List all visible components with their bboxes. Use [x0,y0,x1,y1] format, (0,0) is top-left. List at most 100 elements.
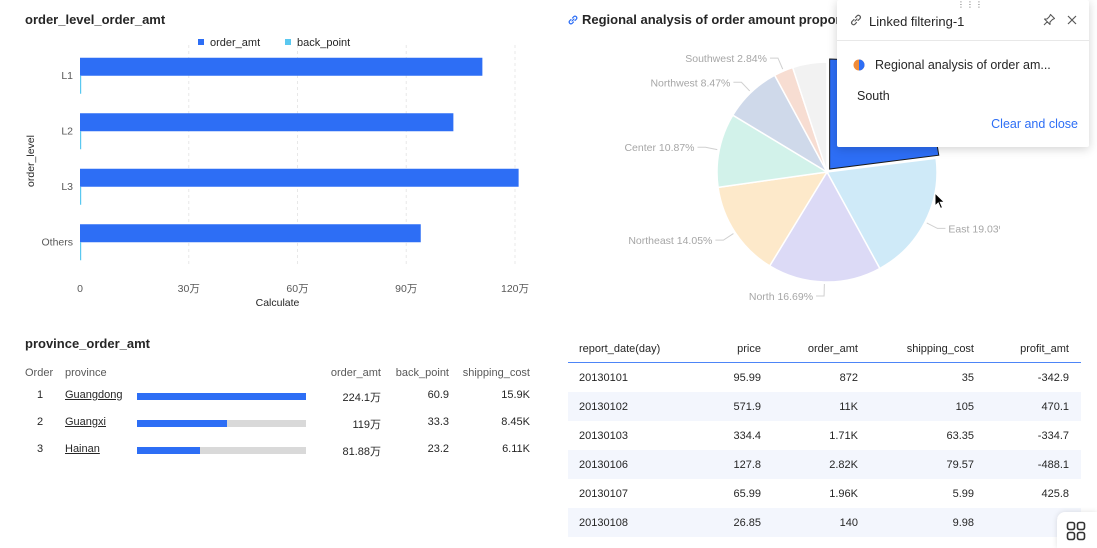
bar-order-amt[interactable] [80,57,483,76]
table-cell: 11K [839,401,858,413]
bar-chart-title: order_level_order_amt [25,12,166,27]
province-shipping-cost: 8.45K [501,416,530,428]
province-order-amt: 119万 [352,419,381,431]
header-profit-amt[interactable]: profit_amt [1020,343,1069,355]
table-cell: 105 [955,401,974,413]
y-axis-label: order_level [25,135,37,187]
province-name-link[interactable]: Guangdong [65,389,123,401]
y-tick-label: L1 [61,70,73,82]
header-shipping-cost[interactable]: shipping_cost [906,343,974,355]
pie-label-line [715,233,734,241]
legend-label[interactable]: back_point [297,37,350,49]
pie-label: Center 10.87% [624,142,694,154]
bar-chart[interactable]: 0 30万 60万 90万 120万 order_amt back_point L1 L2 L3 O… [0,30,545,315]
table-cell: 20130107 [579,488,628,500]
filter-source-chart: Regional analysis of order am... [875,58,1051,72]
province-order: 2 [37,416,44,428]
table-cell: 2.82K [829,459,858,471]
pie-slice-east[interactable] [825,157,938,270]
table-cell: 63.35 [946,430,974,442]
table-cell: 20130108 [579,517,628,529]
pin-icon[interactable] [1042,13,1056,27]
province-header-shipping-cost: shipping_cost [462,367,530,379]
table-cell: 470.1 [1041,401,1069,413]
province-row: 3 Hainan 81.88万 23.2 6.11K [0,440,540,460]
table-cell: 425.8 [1041,488,1069,500]
table-cell: 9.98 [952,517,974,529]
table-cell: 26.85 [733,517,761,529]
province-bar-fill [137,447,200,454]
bar-back-point[interactable] [80,186,82,205]
table-row[interactable]: 20130106 127.8 2.82K 79.57 -488.1 [568,450,1081,479]
header-order-amt[interactable]: order_amt [807,343,858,355]
pie-label-line [697,146,718,151]
pie-label: Northwest 8.47% [650,77,730,89]
table-row[interactable]: 20130101 95.99 872 35 -342.9 [568,363,1081,392]
legend-marker [285,39,291,45]
header-price[interactable]: price [737,343,761,355]
pie-slice-northeast[interactable] [717,171,829,267]
pie-label-line [769,57,784,70]
pie-slice-other[interactable] [791,61,828,173]
bar-back-point[interactable] [80,131,82,150]
table-cell: 140 [839,517,858,529]
table-cell: 872 [839,372,858,384]
pie-label: Southwest 2.84% [685,53,767,65]
link-chain-icon [568,15,578,25]
province-bar-fill [137,393,306,400]
header-report-date[interactable]: report_date(day) [579,343,661,355]
y-tick-label: L2 [61,125,73,137]
close-icon[interactable] [1065,13,1079,27]
popup-divider [837,40,1089,41]
table-cell: 1.96K [829,488,858,500]
table-row[interactable]: 20130103 334.4 1.71K 63.35 -334.7 [568,421,1081,450]
province-bar-fill [137,420,227,427]
y-tick-label: L3 [61,181,73,193]
table-cell: 127.8 [733,459,761,471]
province-order-amt: 224.1万 [342,392,381,404]
bar-order-amt[interactable] [80,224,421,243]
table-row[interactable]: 20130107 65.99 1.96K 5.99 425.8 [568,479,1081,508]
table-cell: 20130101 [579,372,628,384]
x-tick-label: 30万 [178,283,200,295]
bar-back-point[interactable] [80,75,82,94]
drag-handle-icon[interactable]: ⋮⋮⋮ [957,0,984,9]
bar-back-point[interactable] [80,242,82,261]
grid-menu-button[interactable] [1057,512,1097,548]
province-table-title: province_order_amt [25,336,150,351]
province-bar-track [137,447,306,454]
pie-slice-center[interactable] [716,114,830,189]
bar-order-amt[interactable] [80,168,519,187]
link-icon [851,14,861,26]
table-cell: 35 [961,372,974,384]
filter-value: South [857,89,890,103]
province-row: 2 Guangxi 119万 33.3 8.45K [0,413,540,433]
province-order: 1 [37,389,44,401]
province-order: 3 [37,443,44,455]
clear-and-close-link[interactable]: Clear and close [991,117,1078,131]
x-tick-label: 0 [77,283,83,295]
province-header-province: province [65,367,107,379]
province-back-point: 60.9 [427,389,449,401]
legend-marker [198,39,204,45]
table-row[interactable]: 20130102 571.9 11K 105 470.1 [568,392,1081,421]
pie-label: East 19.03% [948,223,1000,235]
pie-slice-north[interactable] [768,170,881,283]
linked-filtering-popup: ⋮⋮⋮ Linked filtering-1 Regional analysis… [837,0,1089,147]
province-name-link[interactable]: Guangxi [65,416,106,428]
y-tick-label: Others [41,236,73,248]
pie-label: Northeast 14.05% [628,235,712,247]
table-cell: 65.99 [733,488,761,500]
pie-chart-title: Regional analysis of order amount propor [582,12,840,27]
province-row: 1 Guangdong 224.1万 60.9 15.9K [0,386,540,406]
pie-chart-icon [853,59,865,71]
mouse-cursor-icon [934,192,946,210]
table-cell: 95.99 [733,372,761,384]
legend-label[interactable]: order_amt [210,37,260,49]
province-name-link[interactable]: Hainan [65,443,100,455]
province-back-point: 33.3 [427,416,449,428]
province-shipping-cost: 15.9K [501,389,530,401]
x-tick-label: 90万 [395,283,417,295]
bar-order-amt[interactable] [80,113,454,132]
